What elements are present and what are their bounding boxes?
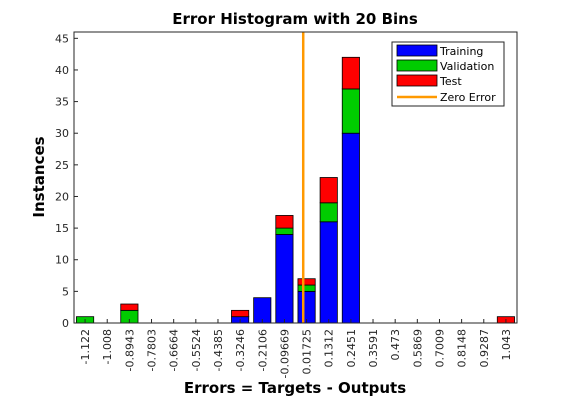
x-tick-label: 0.473	[389, 329, 402, 361]
bar-training-11	[319, 221, 338, 324]
x-tick-label: -0.7803	[146, 329, 159, 371]
bar-test-2	[120, 303, 139, 311]
x-tick-label: 0.5869	[411, 329, 424, 368]
bar-test-9	[275, 215, 294, 229]
y-tick-label: 20	[55, 190, 69, 203]
chart-title: Error Histogram with 20 Bins	[172, 10, 418, 28]
bar-test-11	[319, 177, 338, 204]
legend: Training Validation Test Zero Error	[391, 41, 505, 107]
x-tick-label: -1.008	[101, 329, 114, 364]
x-tick-label: -0.4385	[212, 329, 225, 371]
x-axis-ticks: -1.122 -1.008 -0.8943 -0.7803 -0.6664 -0.5524…	[79, 319, 513, 378]
y-tick-label: 30	[55, 127, 69, 140]
y-tick-label: 25	[55, 159, 69, 172]
x-tick-label: -1.122	[79, 329, 92, 364]
y-tick-label: 0	[62, 317, 69, 330]
legend-swatch-training	[396, 44, 438, 57]
y-tick-label: 45	[55, 32, 69, 45]
legend-label-test: Test	[439, 75, 462, 88]
legend-label-zero-error: Zero Error	[440, 91, 496, 104]
x-tick-label: 0.9287	[478, 329, 491, 368]
bar-validation-10	[297, 284, 316, 292]
bar-training-12	[341, 132, 360, 324]
y-tick-label: 15	[55, 222, 69, 235]
x-tick-label: -0.2106	[256, 329, 269, 371]
legend-swatch-validation	[396, 59, 438, 72]
y-axis-ticks: 0 5 10 15 20 25 30 35 40 45	[55, 32, 78, 330]
x-axis-label: Errors = Targets - Outputs	[184, 379, 406, 397]
bar-validation-11	[319, 202, 338, 223]
y-tick-label: 5	[62, 285, 69, 298]
x-tick-label: -0.09669	[278, 329, 291, 378]
bar-test-12	[341, 56, 360, 90]
x-tick-label: 0.7009	[433, 329, 446, 368]
y-tick-label: 40	[55, 64, 69, 77]
x-tick-label: 0.8148	[456, 329, 469, 368]
x-tick-label: -0.8943	[123, 329, 136, 371]
y-tick-label: 35	[55, 96, 69, 109]
legend-label-training: Training	[439, 45, 483, 58]
x-tick-label: -0.6664	[168, 329, 181, 371]
x-tick-label: -0.3246	[234, 329, 247, 371]
bar-validation-9	[275, 227, 294, 235]
x-tick-label: 0.3591	[367, 329, 380, 368]
x-tick-label: 0.2451	[345, 329, 358, 368]
legend-label-validation: Validation	[440, 60, 494, 73]
x-tick-label: 1.043	[500, 329, 513, 361]
y-axis-label: Instances	[30, 136, 48, 217]
legend-swatch-test	[396, 74, 438, 87]
bar-training-9	[275, 234, 294, 324]
x-tick-label: 0.1312	[323, 329, 336, 368]
x-tick-label: 0.01725	[301, 329, 314, 375]
bar-test-7	[231, 309, 250, 318]
bar-test-10	[297, 278, 316, 286]
x-tick-label: -0.5524	[190, 329, 203, 371]
bar-training-10	[297, 290, 316, 324]
bar-validation-12	[341, 88, 360, 134]
plot-frame	[73, 31, 518, 324]
y-tick-label: 10	[55, 254, 69, 267]
